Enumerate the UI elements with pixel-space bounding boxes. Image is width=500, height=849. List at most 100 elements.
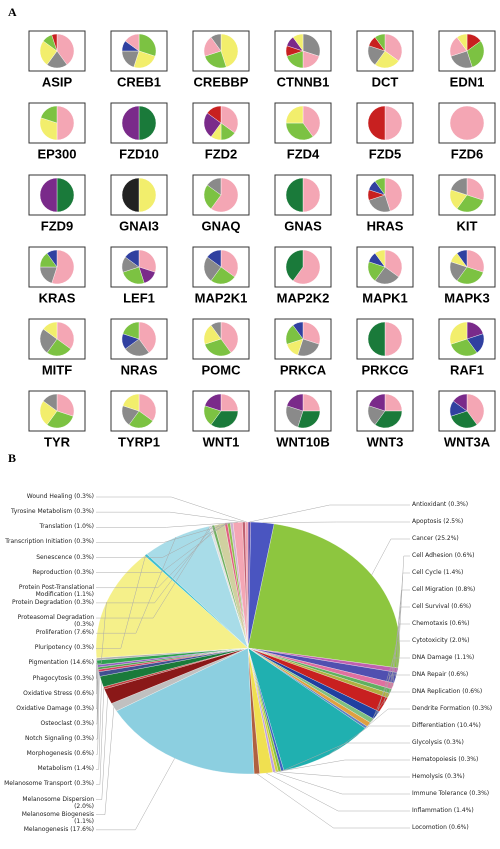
- slice-label: Hemolysis (0.3%): [412, 773, 465, 780]
- pie-slice: [124, 249, 140, 268]
- slice-label-box: Proteasomal Degradation (0.3%): [17, 614, 94, 629]
- slice-label-box: Cancer (25.2%): [412, 535, 459, 542]
- gene-label: FZD2: [205, 146, 238, 161]
- leader-line: [96, 668, 99, 725]
- leader-line: [371, 674, 410, 721]
- slice-label: Apoptosis (2.5%): [412, 518, 464, 525]
- slice-label-box: Tyrosine Metabolism (0.3%): [11, 508, 94, 515]
- gene-label: CREBBP: [194, 74, 249, 89]
- slice-label: Cancer (25.2%): [412, 535, 459, 542]
- gene-label: TYRP1: [118, 434, 160, 449]
- pie-slice: [220, 33, 239, 68]
- pie-slice: [210, 177, 239, 213]
- leader-line: [96, 524, 220, 589]
- gene-label: FZD10: [119, 146, 159, 161]
- leader-line: [390, 606, 410, 692]
- gene-label: WNT1: [203, 434, 240, 449]
- slice-label-box: Cell Adhesion (0.6%): [412, 552, 475, 559]
- pie-slice: [56, 321, 75, 350]
- pie-slice: [302, 105, 321, 138]
- pie-slice: [206, 105, 222, 124]
- slice-label-box: Antioxidant (0.3%): [412, 501, 468, 508]
- gene-label: FZD4: [287, 146, 320, 161]
- pie-slice: [285, 122, 314, 141]
- gene-label: MAPK3: [444, 290, 490, 305]
- pie-slice: [297, 410, 321, 429]
- pie-slice: [374, 249, 386, 268]
- gene-label: NRAS: [121, 362, 158, 377]
- pie-slice: [374, 410, 403, 429]
- pie-slice: [367, 321, 386, 357]
- slice-label: Cell Adhesion (0.6%): [412, 552, 475, 559]
- leader-line: [276, 771, 410, 778]
- pie-slice: [285, 177, 304, 213]
- slice-label: Notch Signaling (0.3%): [24, 735, 94, 743]
- pie-slice: [384, 105, 403, 141]
- gene-label: WNT3: [367, 434, 404, 449]
- slice-label-box: DNA Replication (0.6%): [412, 688, 483, 695]
- slice-label-box: Protein Degradation (0.3%): [12, 599, 94, 606]
- pie-slice: [384, 33, 403, 62]
- slice-label: Translation (1.0%): [39, 523, 94, 531]
- leader-line: [96, 662, 98, 694]
- leader-line: [395, 572, 410, 678]
- slice-label: Cell Cycle (1.4%): [412, 569, 464, 576]
- pie-slice: [384, 177, 403, 212]
- leader-line: [96, 666, 98, 710]
- gene-label: GNAQ: [202, 218, 241, 233]
- leader-line: [368, 691, 410, 725]
- pie-slice: [466, 40, 485, 68]
- slice-label-box: Differentiation (10.4%): [412, 722, 481, 729]
- leader-line: [96, 758, 175, 831]
- gene-label: EP300: [37, 146, 76, 161]
- slice-label-box: Morphogenesis (0.6%): [27, 750, 94, 757]
- pie-slice: [122, 393, 140, 412]
- slice-label-box: Inflammation (1.4%): [412, 807, 474, 814]
- leader-line: [96, 681, 102, 770]
- slice-label: Osteoclast (0.3%): [40, 719, 94, 727]
- slice-label: Melanosome Biogenesis (1.1%): [21, 810, 94, 825]
- leader-line: [256, 773, 410, 829]
- leader-line: [96, 522, 229, 558]
- slice-label: Proteasomal Degradation (0.3%): [17, 614, 94, 629]
- pie-slice: [220, 249, 239, 278]
- gene-label: KRAS: [39, 290, 76, 305]
- gene-label: KIT: [457, 218, 478, 233]
- slice-label: Cytotoxicity (2.0%): [412, 637, 470, 644]
- slice-label-box: Cytotoxicity (2.0%): [412, 637, 470, 644]
- leader-line: [96, 674, 100, 755]
- pie-slice: [368, 393, 386, 412]
- leader-line: [96, 496, 247, 523]
- pie-slice: [138, 105, 157, 141]
- leader-line: [249, 504, 410, 523]
- pie-slice: [450, 338, 478, 357]
- leader-line: [383, 640, 410, 705]
- pie-slice: [367, 105, 386, 141]
- slice-label: Melanogenesis (17.6%): [23, 825, 94, 833]
- pie-slice: [138, 393, 157, 422]
- pie-slice: [456, 249, 468, 268]
- pie-slice: [46, 249, 58, 268]
- pie-slice: [292, 33, 304, 52]
- slice-label: Glycolysis (0.3%): [412, 739, 464, 746]
- slice-label-box: Hematopoiesis (0.3%): [412, 756, 478, 763]
- slice-label: Pluripotency (0.3%): [34, 644, 94, 652]
- leader-line: [266, 772, 410, 812]
- slice-label-box: Proliferation (7.6%): [36, 629, 94, 636]
- slice-label: DNA Replication (0.6%): [412, 688, 483, 695]
- slice-label: Dendrite Formation (0.3%): [412, 705, 493, 712]
- gene-label: HRAS: [367, 218, 404, 233]
- pie-slice: [220, 321, 239, 354]
- pie-slice: [122, 321, 140, 340]
- gene-label: WNT10B: [276, 434, 329, 449]
- pie-slice: [204, 338, 232, 357]
- leader-line: [328, 725, 410, 756]
- slice-label: Chemotaxis (0.6%): [412, 620, 470, 627]
- slice-label-box: Hemolysis (0.3%): [412, 773, 465, 780]
- pie-slice: [456, 194, 484, 213]
- pie-slice: [450, 410, 478, 429]
- slice-label: DNA Repair (0.6%): [412, 671, 469, 678]
- slice-label-box: Cell Migration (0.8%): [412, 586, 475, 593]
- slice-label: Oxidative Stress (0.6%): [23, 689, 94, 697]
- leader-line: [371, 538, 410, 575]
